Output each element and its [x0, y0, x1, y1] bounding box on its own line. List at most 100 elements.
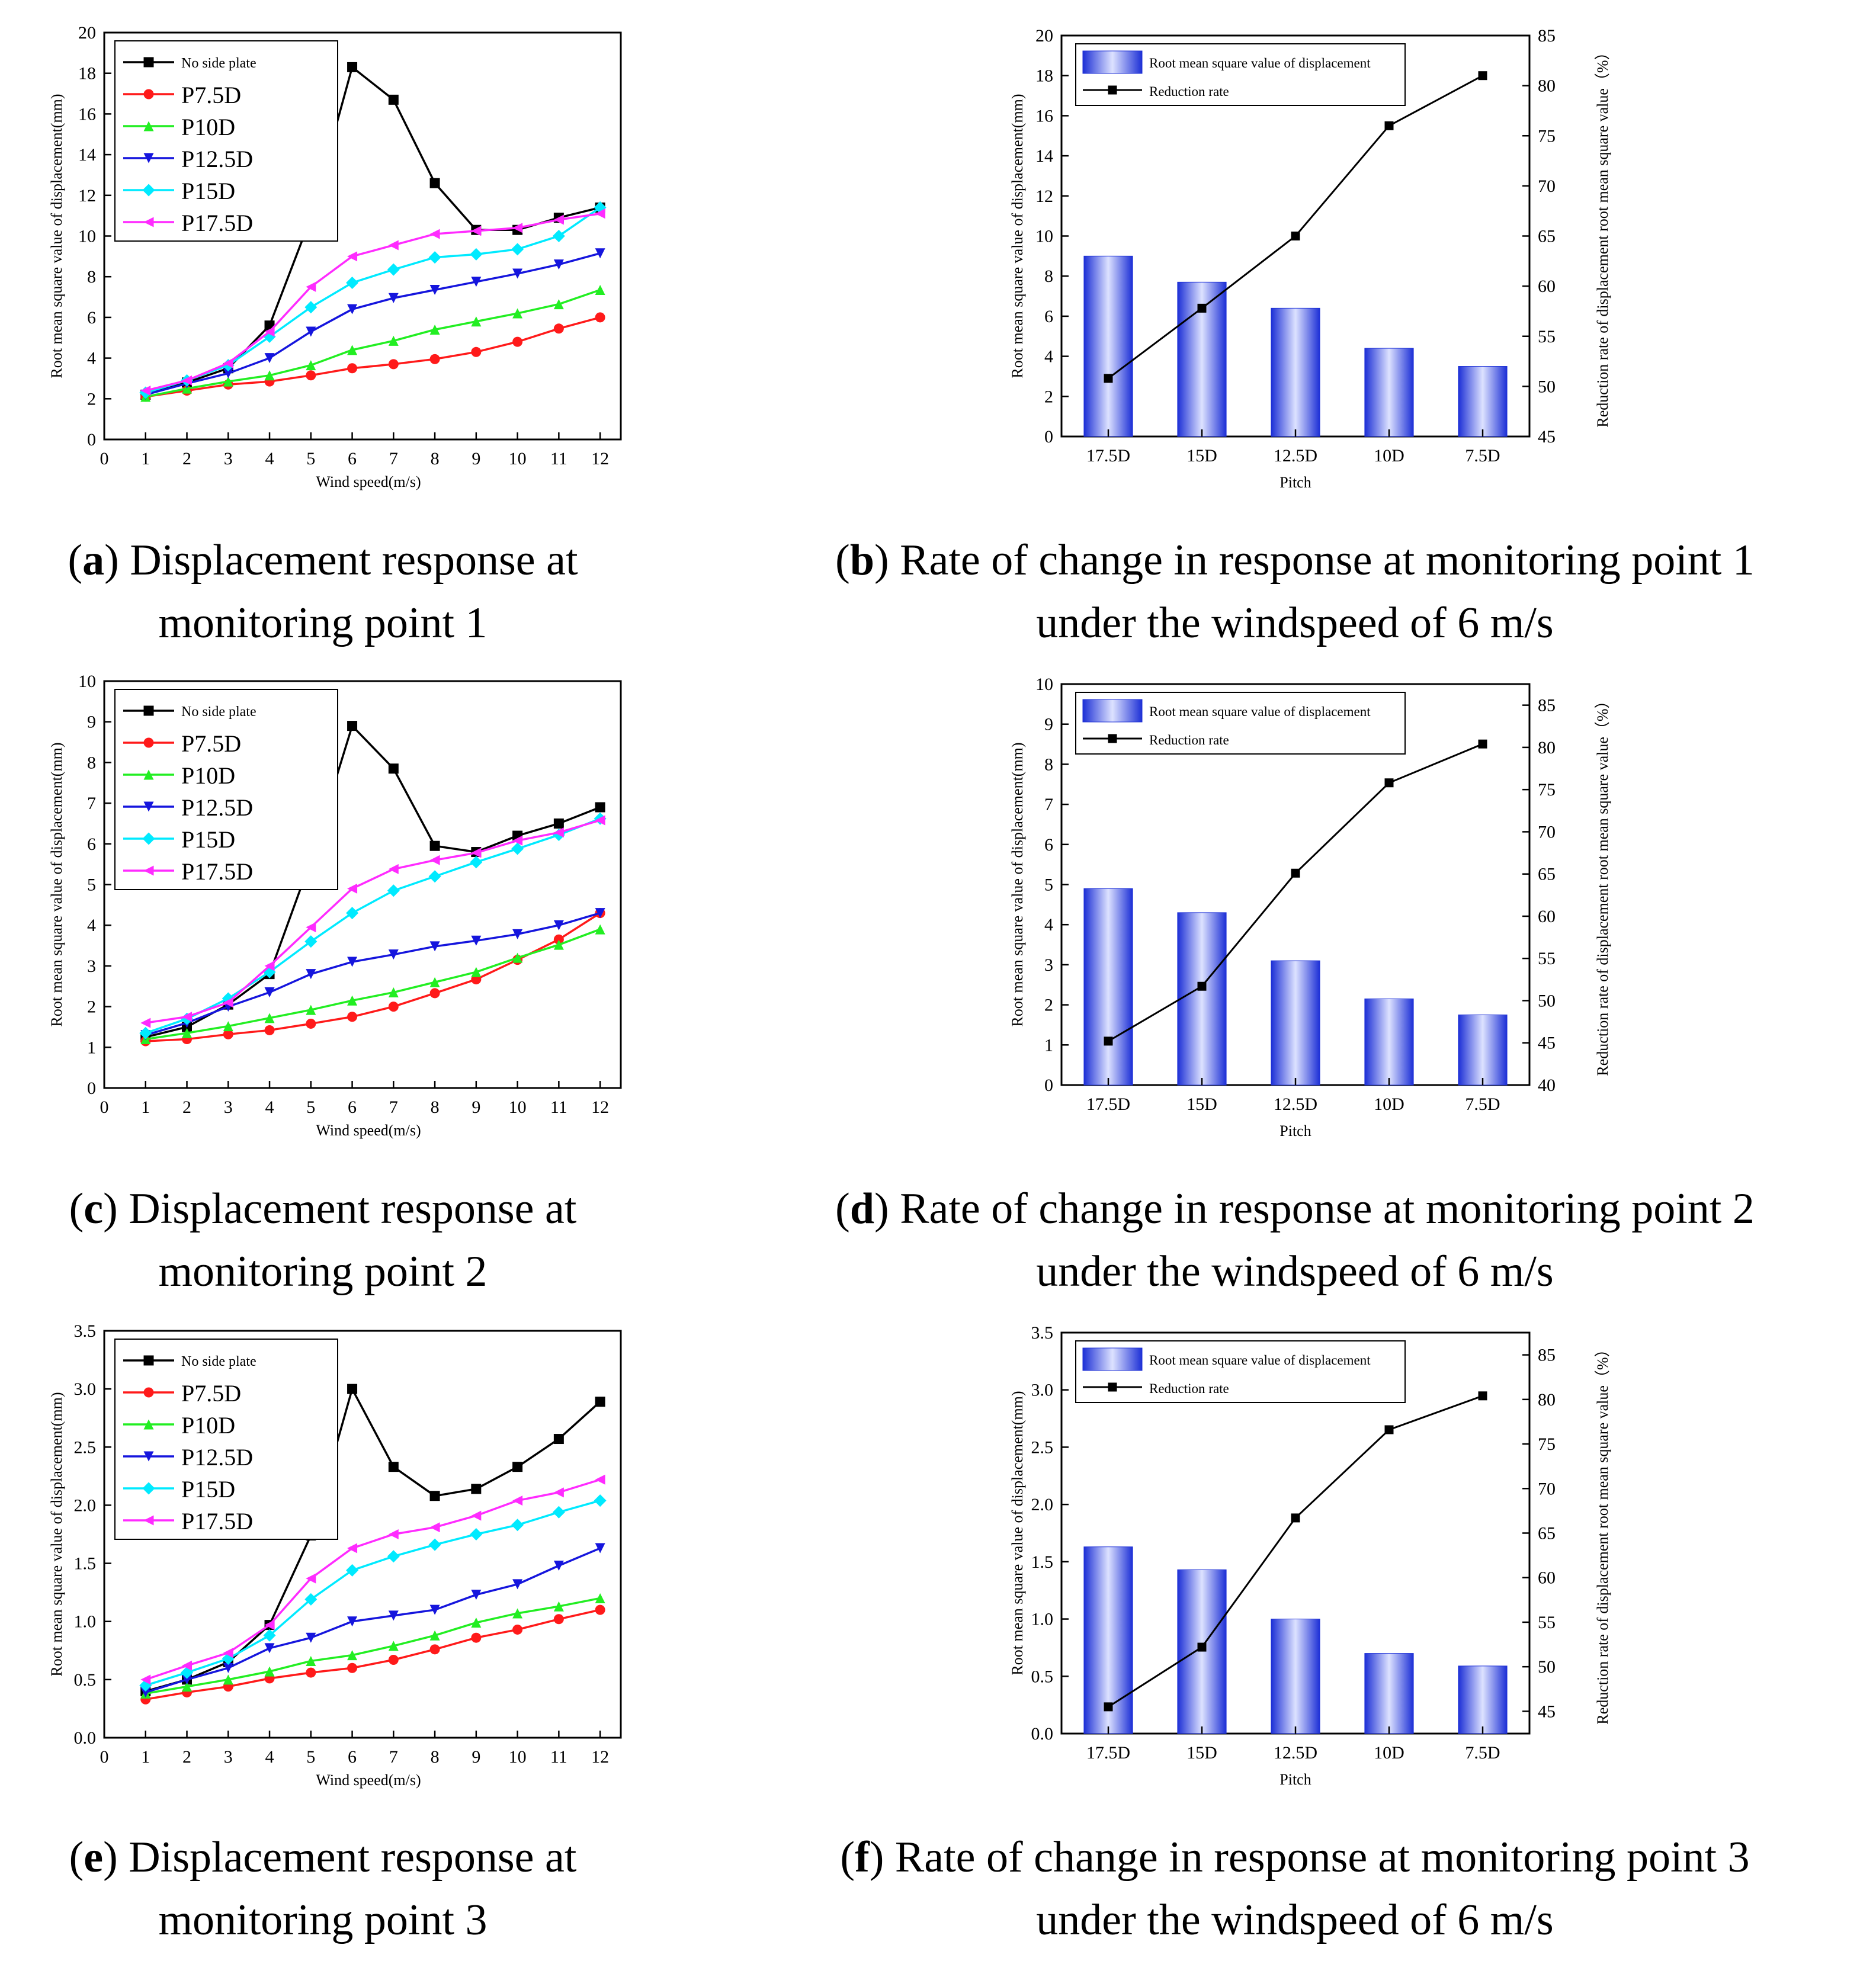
- data-point: [512, 929, 523, 939]
- data-point: [306, 1667, 316, 1678]
- data-point: [553, 1601, 564, 1612]
- data-point: [388, 1654, 399, 1665]
- y-tick-label: 1.5: [74, 1554, 97, 1574]
- y-tick-label: 9: [87, 712, 96, 732]
- y-tick-label: 5: [87, 875, 96, 895]
- data-point: [595, 1543, 605, 1554]
- legend: Root mean square value of displacement Re…: [1075, 1340, 1406, 1403]
- series-line-p7.5d: [145, 316, 601, 398]
- data-point: [471, 967, 482, 977]
- data-point: [140, 386, 151, 396]
- legend-marker: [143, 1355, 154, 1366]
- bar: [1083, 888, 1133, 1086]
- reduction-rate-point: [1384, 121, 1394, 130]
- data-point: [264, 370, 275, 381]
- y-tick-label: 10: [1035, 227, 1053, 246]
- x-tick-label: 11: [550, 1097, 567, 1117]
- data-point: [553, 1560, 564, 1571]
- x-tick-label: 1: [141, 1747, 150, 1767]
- data-point: [470, 248, 483, 261]
- data-point: [552, 1506, 565, 1519]
- data-point: [306, 1573, 316, 1584]
- caption-line-2: monitoring point 1: [159, 599, 488, 647]
- bar: [1271, 960, 1320, 1086]
- data-point: [264, 1643, 275, 1654]
- legend-marker: [143, 865, 154, 876]
- y2-tick-label: 85: [1538, 1346, 1556, 1365]
- data-point: [347, 251, 358, 262]
- x-tick-label: 15D: [1186, 446, 1217, 466]
- y-tick-label: 8: [87, 753, 96, 772]
- y2-tick-label: 80: [1538, 1390, 1556, 1410]
- data-point: [553, 259, 564, 270]
- y-tick-label: 16: [78, 104, 96, 124]
- y-axis-label: Root mean square value of displacement(m…: [1009, 742, 1026, 1026]
- data-point: [511, 1519, 524, 1532]
- y-tick-label: 5: [1044, 875, 1053, 895]
- y2-tick-label: 50: [1538, 377, 1556, 396]
- y2-axis-label: Reduction rate of displacement root mean…: [1594, 44, 1611, 427]
- y-tick-label: 0.0: [1031, 1724, 1054, 1744]
- plot-frame: [103, 1330, 622, 1739]
- legend-label: Root mean square value of displacement: [1149, 56, 1371, 70]
- data-point: [182, 375, 193, 386]
- legend: No side plate P7.5D P10D P12.5D P15D P17.5D: [114, 1339, 338, 1540]
- data-point: [140, 1674, 151, 1685]
- caption-line-2: under the windspeed of 6 m/s: [1036, 1247, 1553, 1296]
- data-point: [471, 1590, 482, 1600]
- legend-marker: [1108, 85, 1117, 95]
- y2-tick-label: 55: [1538, 327, 1556, 346]
- data-point: [429, 285, 440, 296]
- data-point: [388, 987, 399, 998]
- legend-swatch: [1082, 1347, 1143, 1371]
- caption-text: Displacement response at: [129, 1833, 577, 1882]
- y2-tick-label: 75: [1538, 126, 1556, 146]
- bar: [1364, 1653, 1414, 1734]
- data-point: [306, 1004, 316, 1015]
- legend-label: P7.5D: [181, 1380, 241, 1407]
- data-point: [304, 935, 318, 948]
- series-line-p12.5d: [145, 1547, 601, 1694]
- legend-label: P12.5D: [181, 1444, 253, 1471]
- y-tick-label: 1.0: [74, 1612, 97, 1632]
- y2-axis-label: Reduction rate of displacement root mean…: [1594, 1341, 1611, 1724]
- line-chart-e: 0 1 2 3 4 5 6 7 8 9 10 11 120.00.51.01.52.02.53.03.5…: [48, 1321, 622, 1789]
- y-tick-label: 4: [87, 916, 96, 935]
- reduction-rate-point: [1384, 1425, 1394, 1434]
- caption-line-1: (d) Rate of change in response at monito…: [835, 1185, 1755, 1233]
- series-line-p12.5d: [145, 252, 601, 396]
- y-tick-label: 3.5: [1031, 1323, 1054, 1343]
- y-tick-label: 9: [1044, 715, 1053, 734]
- data-point: [512, 1608, 523, 1619]
- data-point: [264, 987, 275, 998]
- y-tick-label: 6: [87, 835, 96, 854]
- data-point: [223, 1674, 233, 1685]
- caption-line-2: under the windspeed of 6 m/s: [1036, 599, 1553, 647]
- data-point: [347, 1012, 358, 1022]
- x-tick-label: 12: [591, 1097, 609, 1117]
- caption-line-1: (a) Displacement response at: [68, 536, 578, 585]
- reduction-rate-point: [1478, 1391, 1487, 1401]
- x-tick-label: 7: [389, 1747, 398, 1767]
- legend-marker: [143, 1451, 154, 1462]
- data-point: [223, 1662, 233, 1673]
- y2-tick-label: 50: [1538, 991, 1556, 1010]
- data-point: [347, 1543, 358, 1554]
- bar: [1177, 912, 1227, 1086]
- y-tick-label: 4: [1044, 915, 1053, 935]
- y2-tick-label: 40: [1538, 1076, 1556, 1095]
- y-tick-label: 18: [1035, 66, 1053, 86]
- x-tick-label: 15D: [1186, 1095, 1217, 1114]
- y-tick-label: 1: [1044, 1035, 1053, 1055]
- x-tick-label: 12: [591, 1747, 609, 1767]
- legend-label: P15D: [181, 1476, 235, 1503]
- legend-marker: [142, 184, 155, 197]
- caption-letter: c: [84, 1185, 103, 1233]
- data-point: [388, 293, 399, 303]
- data-point: [388, 240, 399, 251]
- data-point: [347, 1616, 358, 1627]
- y-tick-label: 6: [1044, 307, 1053, 326]
- data-point: [428, 251, 441, 264]
